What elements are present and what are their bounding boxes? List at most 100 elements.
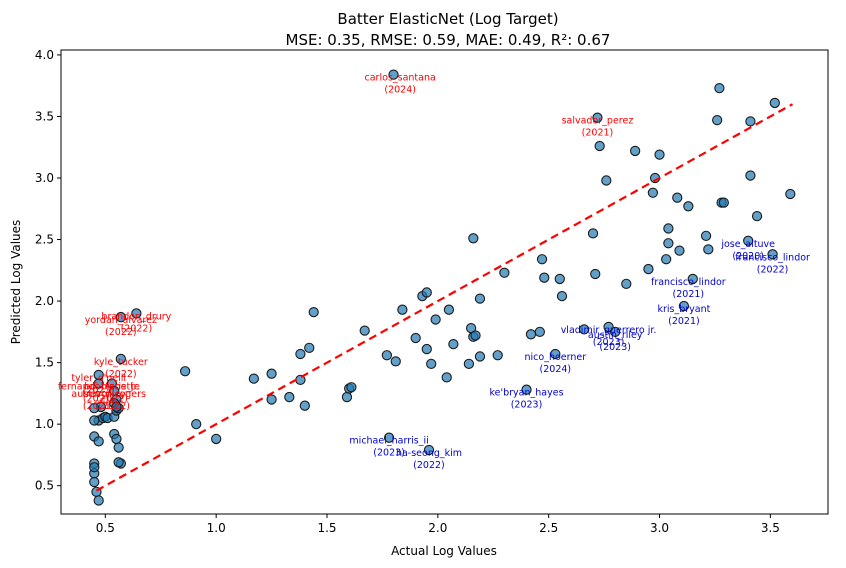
data-point <box>674 245 685 256</box>
data-point <box>113 442 124 453</box>
annotations: carlos_santana(2024)salvador_perez(2021)… <box>58 73 810 471</box>
data-point <box>397 304 408 315</box>
data-point <box>703 244 714 255</box>
annotation-year: (2022) <box>105 327 137 338</box>
data-point <box>767 249 778 260</box>
x-tick-label: 3.5 <box>761 521 780 535</box>
data-point <box>534 326 545 337</box>
data-point <box>587 228 599 239</box>
annotation-name: ke'bryan_hayes <box>490 388 564 399</box>
reference-line <box>95 103 794 492</box>
annotation-name: ha-seong_kim <box>396 448 462 459</box>
data-point <box>211 433 222 445</box>
data-point <box>610 326 621 337</box>
annotation-name: trevor_rogers <box>82 389 146 400</box>
data-point <box>421 287 432 298</box>
data-point <box>443 304 455 315</box>
data-point <box>539 272 550 283</box>
data-point <box>714 83 725 94</box>
data-point <box>601 175 612 186</box>
data-point <box>89 476 100 488</box>
data-point <box>629 145 641 157</box>
data-point <box>383 432 395 443</box>
data-point <box>700 230 712 241</box>
data-point <box>556 291 568 302</box>
data-point <box>111 401 122 413</box>
data-point <box>284 391 295 403</box>
annotation-name: carlos_santana <box>365 73 436 84</box>
data-point <box>687 273 698 285</box>
data-point <box>499 267 510 278</box>
annotation-name: yordan_alvarez <box>85 315 157 326</box>
data-point <box>266 368 277 379</box>
x-tick-label: 2.0 <box>428 521 447 535</box>
data-point <box>621 278 632 289</box>
data-point <box>468 233 479 244</box>
annotation-year: (2022) <box>757 264 789 275</box>
data-point <box>751 211 763 222</box>
data-point <box>93 495 104 506</box>
data-point <box>663 238 674 249</box>
data-point <box>654 149 665 160</box>
y-axis-label: Predicted Log Values <box>9 220 23 345</box>
data-point <box>93 436 104 447</box>
y-tick-label: 3.5 <box>35 109 54 123</box>
y-tick-label: 2.0 <box>35 294 54 308</box>
data-point <box>712 115 723 126</box>
data-point <box>248 373 260 384</box>
data-point <box>179 366 191 377</box>
data-point <box>93 378 104 389</box>
data-point <box>299 400 310 411</box>
data-point <box>492 350 503 361</box>
data-point <box>536 254 548 265</box>
annotation-name: francisco_lindor <box>651 277 726 288</box>
x-tick-label: 1.0 <box>207 521 226 535</box>
data-point <box>341 391 353 403</box>
data-point <box>769 97 780 109</box>
annotation-name: michael_harris_ii <box>349 436 428 447</box>
data-point <box>785 188 796 200</box>
data-point <box>346 382 357 393</box>
data-point <box>308 307 319 318</box>
x-tick-label: 1.5 <box>317 521 336 535</box>
reference-line-group <box>95 103 794 492</box>
annotation-name: vladimir_guerrero jr. <box>561 325 657 336</box>
annotation-year: (2023) <box>511 400 543 411</box>
annotation-year: (2023) <box>593 337 625 348</box>
data-point <box>388 69 399 80</box>
annotation-year: (2022) <box>105 369 137 380</box>
x-tick-label: 2.5 <box>539 521 558 535</box>
annotation-year: (2024) <box>384 85 416 96</box>
y-tick-label: 3.0 <box>35 171 54 185</box>
annotation-year: (2021) <box>83 401 115 412</box>
annotation-year: (2021) <box>668 316 700 327</box>
data-point <box>474 293 486 304</box>
annotation-year: (2024) <box>540 364 572 375</box>
annotation-year: (2022) <box>98 401 130 412</box>
annotation-year: (2023) <box>599 342 631 353</box>
data-point <box>643 263 654 275</box>
annotation-name: francisco_lindor <box>735 252 810 263</box>
annotation-year: (2020) <box>732 251 764 262</box>
annotation-name: fernando_tatis_jr. <box>58 382 140 393</box>
data-point <box>521 384 532 395</box>
data-point <box>745 170 756 181</box>
data-point <box>590 268 601 280</box>
data-point <box>89 415 100 426</box>
data-point <box>426 358 437 369</box>
annotation-name: kyle_tucker <box>94 357 148 368</box>
data-point <box>441 372 452 383</box>
data-point <box>115 311 127 323</box>
x-axis: 0.5 1.0 1.5 2.0 2.5 3.0 3.5 <box>96 514 780 535</box>
annotation-name: austin_riley <box>71 389 126 400</box>
annotation-name: kris_bryant <box>657 304 710 315</box>
annotation-year: (2021) <box>673 289 705 300</box>
x-axis-label: Actual Log Values <box>391 544 497 558</box>
data-point <box>89 403 100 414</box>
data-point <box>474 351 486 362</box>
data-point <box>115 353 127 365</box>
data-point <box>295 348 306 360</box>
plot-frame <box>60 49 829 515</box>
annotation-name: bo_bichette <box>84 382 140 393</box>
